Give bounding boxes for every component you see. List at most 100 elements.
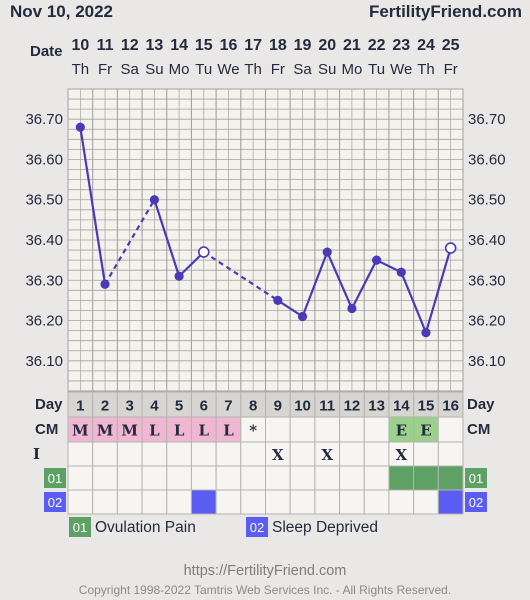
- cm-value: E: [396, 422, 407, 440]
- weekday-label: Sa: [121, 61, 140, 78]
- cycle-day-number: 9: [274, 398, 282, 415]
- cm-row-label: CM: [467, 421, 490, 438]
- code-badge-text: 02: [469, 495, 483, 510]
- y-tick-label-right: 36.70: [468, 111, 506, 128]
- code-badge-text: 01: [469, 471, 483, 486]
- weekday-label: Su: [318, 61, 336, 78]
- date-number: 18: [269, 37, 287, 54]
- i-cell: [67, 441, 94, 467]
- footer-url[interactable]: https://FertilityFriend.com: [183, 563, 347, 579]
- date-number: 12: [121, 37, 139, 54]
- i-cell: [141, 441, 168, 467]
- r01-cell: [289, 465, 316, 491]
- date-number: 21: [343, 37, 361, 54]
- temperature-point: [371, 255, 382, 265]
- cycle-day-number: 3: [126, 398, 134, 415]
- y-tick-label-left: 36.40: [25, 232, 63, 249]
- weekday-label: Th: [244, 61, 262, 78]
- temperature-line-segment: [104, 199, 156, 285]
- r01-cell: [190, 465, 217, 491]
- cm-cell: [314, 416, 341, 443]
- fertility-chart: Date 10Th11Fr12Sa13Su14Mo15Tu16We17Th18Fr…: [25, 37, 506, 537]
- i-cell: [437, 441, 464, 467]
- date-number: 25: [442, 37, 460, 54]
- date-number: 19: [294, 37, 312, 54]
- cycle-day-number: 11: [319, 398, 335, 415]
- temperature-point: [174, 271, 184, 281]
- cycle-day-number: 2: [101, 398, 109, 415]
- i-cell: [339, 441, 365, 467]
- r01-cell: [116, 465, 143, 491]
- r02-cell: [240, 489, 266, 515]
- date-number: 15: [195, 37, 213, 54]
- temperature-point: [396, 267, 406, 277]
- cycle-day-number: 16: [442, 398, 459, 415]
- date-number: 13: [146, 37, 164, 54]
- day-cell: [166, 391, 192, 418]
- cm-value: L: [149, 422, 160, 440]
- cm-value: L: [223, 422, 234, 440]
- cycle-day-number: 14: [393, 398, 410, 415]
- day-row-label: Day: [467, 396, 495, 413]
- r01-cell: [141, 465, 168, 491]
- r02-cell: [363, 489, 390, 515]
- day-cell: [363, 391, 390, 418]
- date-label: Date: [30, 43, 63, 60]
- cm-cell: [388, 416, 415, 443]
- site-name[interactable]: FertilityFriend.com: [368, 2, 522, 21]
- cm-cell: [339, 416, 365, 443]
- r01-cell: [166, 465, 192, 491]
- cycle-day-number: 6: [200, 398, 208, 415]
- temperature-line-segment: [153, 199, 181, 277]
- temperature-point: [149, 195, 160, 205]
- r02-cell: [190, 489, 217, 515]
- i-cell: [190, 441, 217, 467]
- legend-label-ovulation-pain: Ovulation Pain: [95, 519, 196, 536]
- weekday-label: Sa: [293, 61, 312, 78]
- temperature-point-open: [444, 242, 457, 254]
- footer-copyright: Copyright 1998-2022 Tamtris Web Services…: [78, 583, 452, 597]
- date-number: 14: [170, 37, 188, 54]
- temperature-line-segment: [203, 251, 279, 302]
- weekday-label: We: [217, 61, 239, 78]
- weekday-label: Fr: [271, 61, 285, 78]
- r02-cell: [67, 489, 94, 515]
- y-tick-label-right: 36.40: [468, 232, 506, 249]
- y-tick-label-left: 36.60: [25, 151, 63, 168]
- cm-cell: [437, 416, 464, 443]
- r01-cell: [92, 465, 118, 491]
- y-tick-label-left: 36.50: [25, 192, 63, 209]
- date-number: 17: [244, 37, 262, 54]
- i-cell: [166, 441, 192, 467]
- code-badge-text: 01: [48, 471, 62, 486]
- r02-cell: [116, 489, 143, 515]
- temperature-line-segment: [326, 251, 353, 309]
- cycle-day-number: 7: [224, 398, 232, 415]
- code-badge: [465, 468, 487, 488]
- temperature-line-segment: [350, 259, 378, 309]
- i-cell: [363, 441, 390, 467]
- cycle-day-number: 4: [150, 398, 159, 415]
- code-badge: [44, 468, 66, 488]
- day-cell: [339, 391, 365, 418]
- r02-cell: [92, 489, 118, 515]
- r01-cell: [437, 465, 464, 491]
- date-number: 10: [71, 37, 89, 54]
- date-number: 22: [368, 37, 386, 54]
- day-cell: [141, 391, 168, 418]
- weekday-label: Fr: [98, 61, 112, 78]
- y-tick-label-right: 36.60: [468, 151, 506, 168]
- legend-label-sleep-deprived: Sleep Deprived: [272, 519, 378, 536]
- cm-value: L: [199, 422, 210, 440]
- date-number: 24: [417, 37, 435, 54]
- intercourse-mark: X: [321, 446, 333, 464]
- intercourse-mark: X: [395, 446, 407, 464]
- temperature-point: [297, 311, 308, 322]
- r02-cell: [215, 489, 242, 515]
- y-tick-label-right: 36.30: [468, 272, 506, 289]
- chart-date: Nov 10, 2022: [10, 2, 114, 21]
- r01-cell: [339, 465, 365, 491]
- temperature-line-segment: [79, 127, 107, 285]
- code-badge: [44, 492, 66, 512]
- day-row-label: Day: [35, 396, 63, 413]
